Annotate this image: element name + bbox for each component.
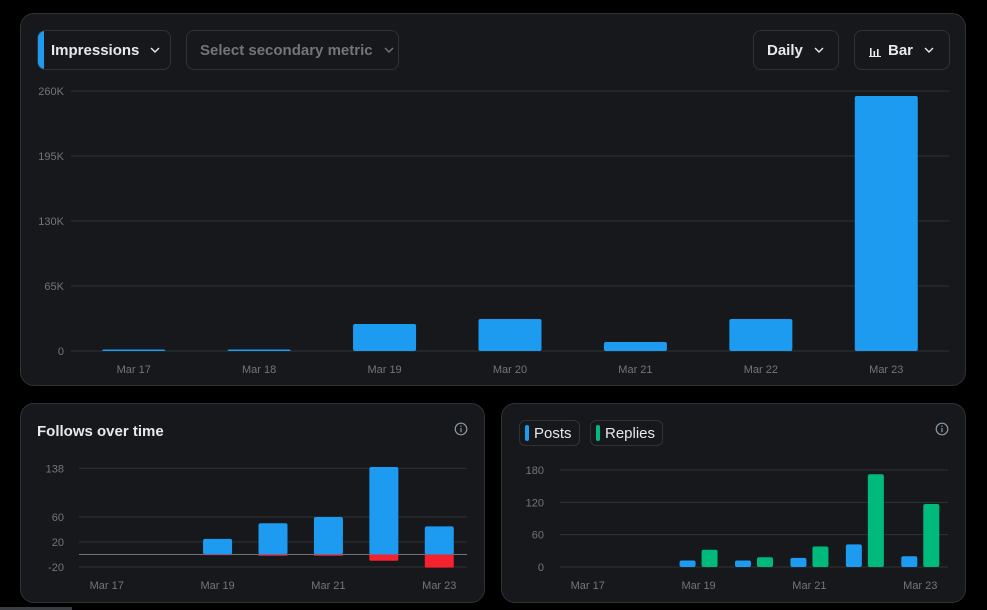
- x-tick-label: Mar 21: [311, 580, 345, 592]
- y-tick-label: 65K: [44, 281, 64, 293]
- bar-chart-icon: [869, 44, 881, 57]
- bar-mar-21: [603, 342, 667, 351]
- y-tick-label: 195K: [38, 151, 64, 163]
- replies-bar-mar-22: [867, 474, 884, 567]
- chevron-down-icon: [383, 44, 395, 56]
- posts-bar-mar-21: [790, 557, 807, 567]
- legend-label-replies: Replies: [605, 424, 656, 442]
- replies-bar-mar-20: [757, 557, 773, 567]
- metric-color-indicator: [38, 31, 44, 69]
- y-tick-label: 130K: [38, 216, 64, 228]
- secondary-metric-dropdown[interactable]: Select secondary metric: [186, 30, 399, 70]
- y-tick-label: 138: [46, 463, 64, 475]
- x-tick-label: Mar 17: [90, 580, 124, 592]
- posts-replies-bar-chart: 0 60 120 180 Mar 17 Mar 19 Mar 21 Mar 23: [526, 465, 948, 592]
- follows-bar-mar-19: [203, 538, 233, 555]
- x-tick-label: Mar 19: [681, 580, 715, 592]
- replies-bar-mar-23: [923, 503, 940, 567]
- x-tick-label: Mar 21: [792, 580, 826, 592]
- y-tick-label: 0: [538, 562, 544, 574]
- unfollows-bar-mar-20: [258, 554, 288, 556]
- x-tick-label: Mar 19: [200, 580, 234, 592]
- legend-posts[interactable]: Posts: [519, 420, 580, 446]
- chevron-down-icon: [149, 44, 161, 56]
- bar-mar-23: [854, 96, 918, 351]
- posts-bar-mar-23: [901, 556, 918, 567]
- bar-mar-19: [353, 324, 417, 351]
- follows-panel: Follows over time -20 20 60 138 Mar 17 Mar 19…: [20, 403, 485, 603]
- x-tick-label: Mar 21: [618, 364, 652, 376]
- x-tick-label: Mar 22: [744, 364, 778, 376]
- x-tick-label: Mar 19: [367, 364, 401, 376]
- y-tick-label: 60: [52, 512, 64, 524]
- y-tick-label: 20: [52, 537, 64, 549]
- legend-replies[interactable]: Replies: [590, 420, 664, 446]
- follows-bar-chart: -20 20 60 138 Mar 17 Mar 19 Mar 21 Mar 23: [46, 463, 467, 592]
- y-tick-label: 180: [526, 465, 544, 477]
- secondary-metric-placeholder: Select secondary metric: [200, 41, 373, 59]
- impressions-panel: Impressions Select secondary metric Dail…: [20, 13, 966, 386]
- primary-metric-label: Impressions: [51, 41, 140, 59]
- x-tick-label: Mar 23: [869, 364, 903, 376]
- period-dropdown[interactable]: Daily: [753, 30, 839, 70]
- x-tick-label: Mar 17: [117, 364, 151, 376]
- posts-bar-mar-19: [679, 560, 696, 567]
- unfollows-bar-mar-21: [313, 554, 343, 556]
- legend-swatch-posts: [525, 425, 529, 441]
- scrollbar-remnant: [0, 607, 72, 610]
- follows-bar-mar-20: [258, 523, 288, 555]
- bar-mar-22: [729, 319, 793, 351]
- y-tick-label: 0: [58, 346, 64, 358]
- x-tick-label: Mar 23: [903, 580, 937, 592]
- replies-bar-mar-19: [701, 549, 718, 567]
- x-tick-label: Mar 20: [493, 364, 527, 376]
- follows-bar-mar-23: [424, 526, 454, 555]
- y-tick-label: -20: [48, 562, 64, 574]
- unfollows-bar-mar-22: [369, 554, 399, 561]
- bar-mar-20: [478, 319, 542, 351]
- chevron-down-icon: [813, 44, 825, 56]
- posts-bar-mar-22: [845, 544, 862, 567]
- posts-replies-panel: Posts Replies 0 60 120 180 Mar 17 Mar 19 Mar 2…: [501, 403, 966, 603]
- follows-bar-mar-21: [313, 517, 343, 555]
- chart-type-label: Bar: [888, 41, 914, 59]
- y-tick-label: 260K: [38, 86, 64, 98]
- x-tick-label: Mar 17: [571, 580, 605, 592]
- bar-mar-18: [227, 349, 291, 351]
- unfollows-bar-mar-19: [203, 554, 233, 556]
- unfollows-bar-mar-23: [424, 554, 454, 568]
- impressions-bar-chart: 0 65K 130K 195K 260K Mar 17 Mar 18 Mar 19 Mar 20…: [38, 86, 949, 376]
- follows-bar-mar-22: [369, 467, 399, 555]
- period-label: Daily: [767, 41, 803, 59]
- posts-bar-mar-20: [735, 560, 751, 567]
- legend-label-posts: Posts: [534, 424, 572, 442]
- chevron-down-icon: [923, 44, 935, 56]
- y-tick-label: 120: [526, 497, 544, 509]
- legend-swatch-replies: [596, 425, 600, 441]
- y-tick-label: 60: [532, 530, 544, 542]
- x-tick-label: Mar 18: [242, 364, 276, 376]
- primary-metric-dropdown[interactable]: Impressions: [37, 30, 171, 70]
- replies-bar-mar-21: [812, 546, 829, 567]
- x-tick-label: Mar 23: [422, 580, 456, 592]
- info-icon[interactable]: [935, 422, 949, 436]
- follows-chart-title: Follows over time: [37, 423, 164, 440]
- bar-mar-17: [102, 349, 166, 351]
- info-icon[interactable]: [454, 422, 468, 436]
- chart-type-dropdown[interactable]: Bar: [854, 30, 950, 70]
